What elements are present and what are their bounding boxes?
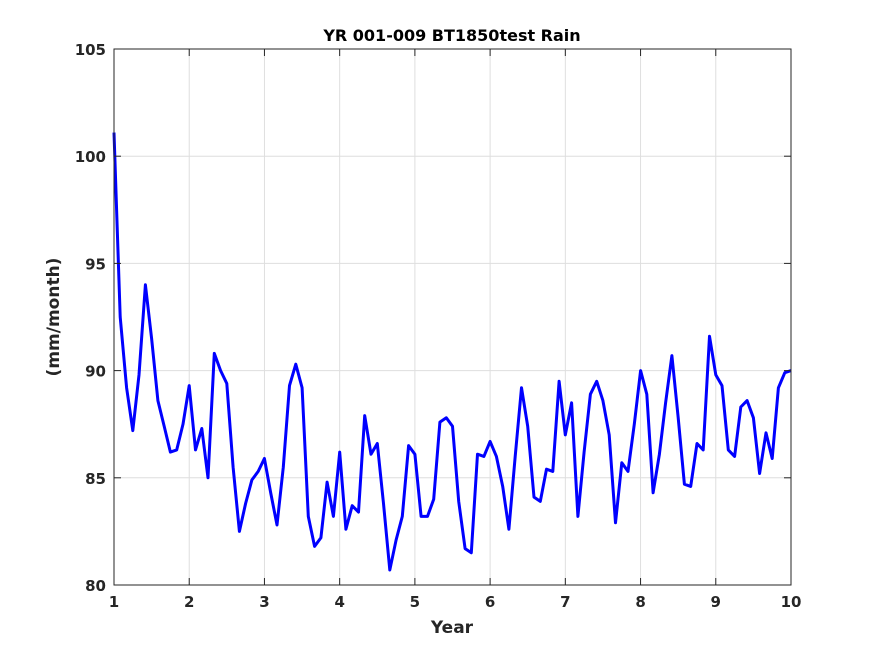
x-tick-label: 4: [334, 593, 344, 611]
tick-marks: [113, 48, 792, 586]
x-tick-label: 8: [635, 593, 645, 611]
y-tick-label: 85: [85, 470, 106, 488]
y-tick-label: 95: [85, 255, 106, 273]
plot-area: [114, 49, 791, 585]
x-tick-label: 6: [485, 593, 495, 611]
y-tick-label: 100: [75, 148, 106, 166]
y-axis-label: (mm/month): [44, 258, 64, 377]
rain-series-line: [112, 132, 792, 572]
x-tick-label: 7: [560, 593, 570, 611]
x-tick-label: 10: [781, 593, 802, 611]
x-axis-label: Year: [430, 618, 474, 638]
x-tick-labels: 1 2 3 4 5 6 7 8 9 10: [109, 593, 802, 611]
chart-title: YR 001-009 BT1850test Rain: [322, 26, 580, 45]
x-tick-label: 5: [410, 593, 420, 611]
x-tick-label: 1: [109, 593, 119, 611]
x-tick-label: 2: [184, 593, 194, 611]
y-tick-label: 80: [85, 577, 106, 595]
x-tick-label: 3: [259, 593, 269, 611]
y-tick-label: 90: [85, 363, 106, 381]
y-tick-label: 105: [75, 41, 106, 59]
x-tick-label: 9: [711, 593, 721, 611]
plot-frame: [113, 48, 792, 586]
y-tick-labels: 80 85 90 95 100 105: [75, 41, 106, 595]
series-layer: [112, 132, 792, 572]
